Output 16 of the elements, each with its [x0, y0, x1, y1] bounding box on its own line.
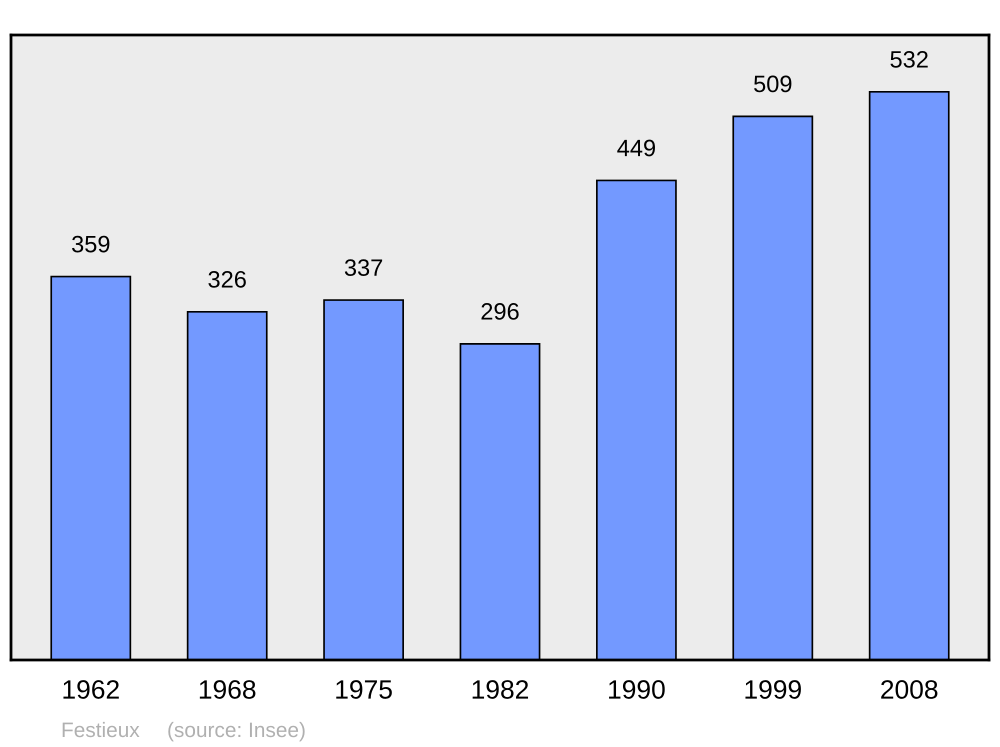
x-tick-label: 1968 — [200, 680, 256, 699]
data-label: 449 — [617, 140, 655, 156]
x-tick-label: 2008 — [881, 680, 938, 699]
data-label: 337 — [344, 259, 382, 276]
x-tick-label: 1999 — [745, 680, 801, 699]
data-label: 509 — [754, 76, 792, 92]
x-tick-label: 1962 — [63, 680, 119, 699]
x-tick-label: 1975 — [336, 680, 392, 699]
data-label: 532 — [890, 50, 928, 68]
data-label: 359 — [72, 236, 110, 252]
data-label: 296 — [481, 303, 519, 320]
x-tick-label: 1990 — [609, 680, 665, 699]
x-tick-label: 1982 — [472, 680, 528, 699]
text: Festieux — [62, 722, 140, 738]
text: (source: Insee) — [168, 722, 305, 742]
data-label: 326 — [208, 270, 246, 288]
